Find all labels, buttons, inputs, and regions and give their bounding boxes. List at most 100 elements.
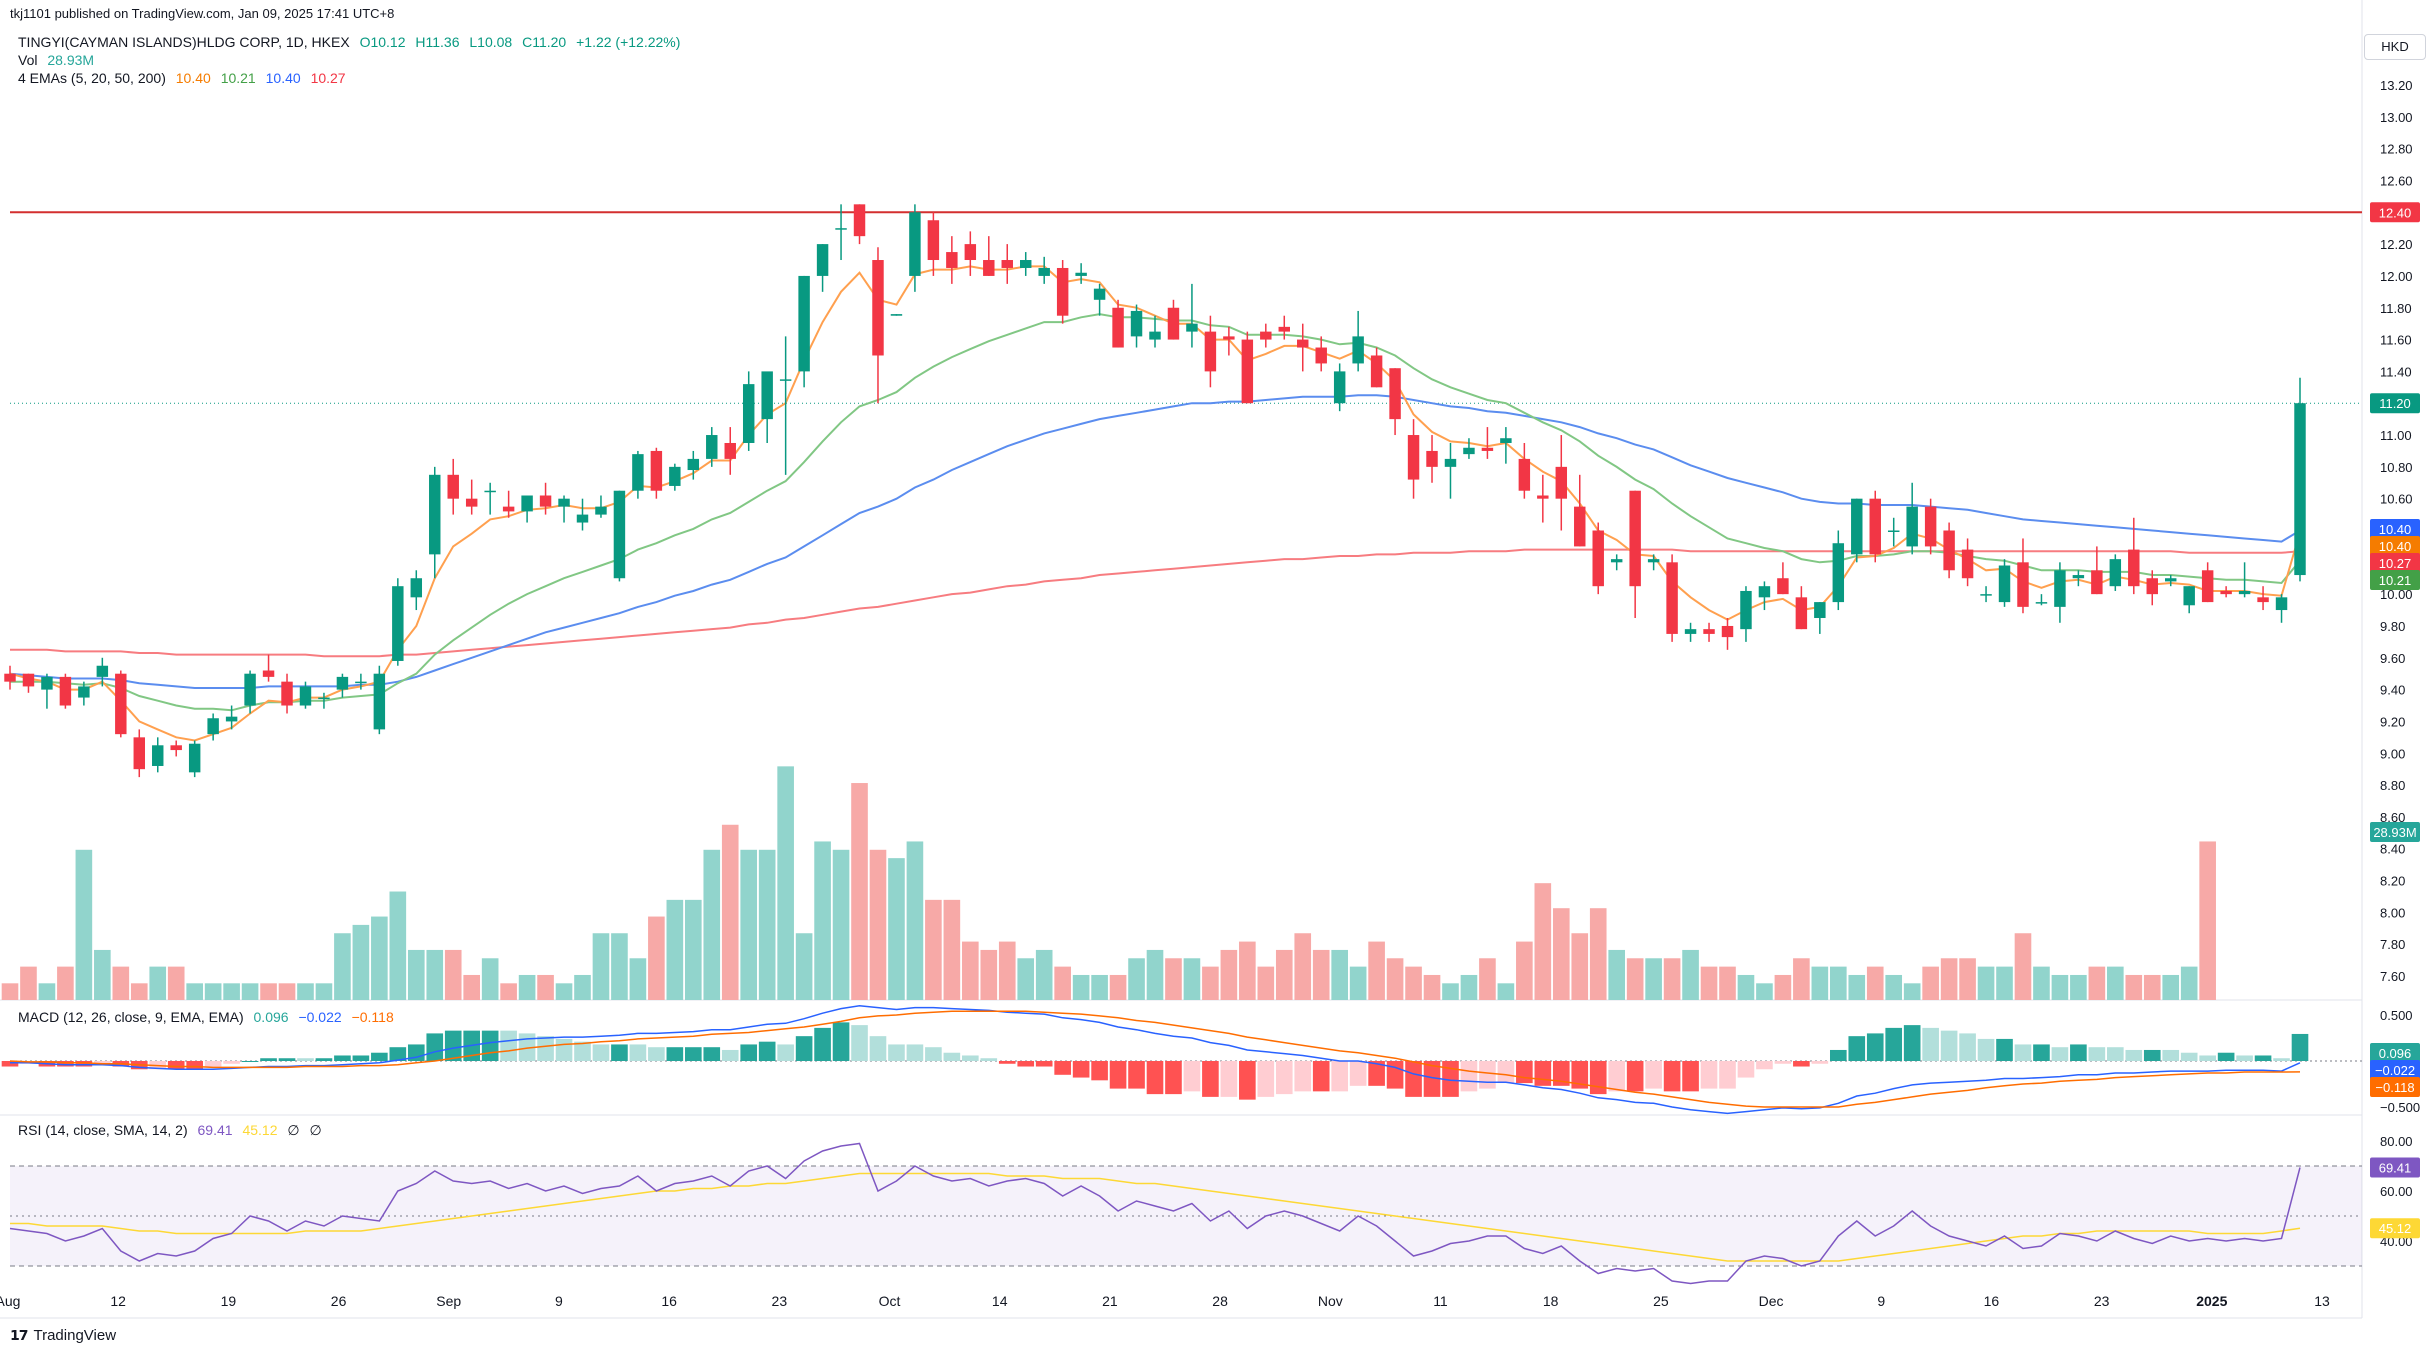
volume-bar xyxy=(684,899,702,1000)
candle-body xyxy=(502,506,515,512)
price-axis-tick: 11.00 xyxy=(2380,428,2412,443)
candle-body xyxy=(872,260,884,356)
volume-bar xyxy=(278,983,296,1000)
time-axis-tick: Sep xyxy=(436,1293,461,1309)
candle-body xyxy=(650,450,663,491)
price-axis-tick: 12.20 xyxy=(2380,237,2413,252)
price-axis-tick: 9.20 xyxy=(2380,714,2405,729)
rsi-value: 69.41 xyxy=(197,1122,233,1138)
candle-body xyxy=(1758,586,1771,598)
macd-histogram-bar xyxy=(2033,1044,2050,1061)
candle-body xyxy=(170,745,182,751)
macd-histogram-bar xyxy=(1220,1061,1238,1097)
macd-histogram-bar xyxy=(1442,1061,1459,1097)
rsi-ma-value: 45.12 xyxy=(242,1122,278,1138)
volume-bar xyxy=(204,983,222,1000)
macd-histogram-bar xyxy=(94,1061,111,1064)
volume-bar xyxy=(721,824,739,1000)
candle-body xyxy=(1814,602,1826,619)
volume-bar xyxy=(1386,958,1404,1000)
macd-histogram-bar xyxy=(1294,1061,1312,1092)
macd-histogram-bar xyxy=(537,1036,554,1061)
volume-bar xyxy=(2051,974,2069,1000)
symbol-name[interactable]: TINGYI(CAYMAN ISLANDS)HLDG CORP, 1D, HKE… xyxy=(18,34,350,50)
rsi-empty-1: ∅ xyxy=(287,1122,300,1138)
macd-histogram-bar xyxy=(1774,1061,1792,1064)
price-tag-ema20-bg xyxy=(2370,570,2420,590)
candle-body xyxy=(1500,438,1512,443)
macd-histogram-bar xyxy=(1516,1061,1533,1084)
candle-body xyxy=(1426,450,1438,467)
candle-body xyxy=(613,490,626,579)
macd-tag-line: −0.022 xyxy=(2375,1063,2415,1078)
macd-histogram-bar xyxy=(1460,1061,1478,1092)
legend-volume: Vol 28.93M xyxy=(18,52,100,68)
price-tag-ema200: 10.27 xyxy=(2379,556,2412,571)
vol-label[interactable]: Vol xyxy=(18,52,38,68)
macd-histogram-bar xyxy=(777,1044,794,1061)
macd-histogram-bar xyxy=(2291,1033,2309,1061)
rsi-axis-tick: 80.00 xyxy=(2380,1134,2413,1149)
macd-histogram-bar xyxy=(1940,1030,1958,1061)
tradingview-footer[interactable]: 𝟭𝟳 TradingView xyxy=(10,1327,116,1344)
volume-bar xyxy=(463,974,481,1000)
macd-histogram-bar xyxy=(278,1058,296,1061)
macd-histogram-bar xyxy=(869,1036,887,1061)
volume-bar xyxy=(186,983,203,1000)
volume-bar xyxy=(315,983,333,1000)
macd-histogram-bar xyxy=(1534,1061,1552,1086)
time-axis-tick: 13 xyxy=(2314,1293,2330,1309)
volume-bar xyxy=(112,966,130,1000)
volume-bar xyxy=(795,933,813,1000)
macd-histogram-bar xyxy=(574,1041,591,1061)
candle-body xyxy=(1832,543,1845,603)
candle-body xyxy=(539,495,552,507)
macd-histogram-bar xyxy=(1,1061,19,1067)
price-axis-tick: 10.60 xyxy=(2380,492,2413,507)
macd-histogram-bar xyxy=(1552,1061,1570,1086)
volume-bar xyxy=(57,966,74,1000)
ohlc-open: O10.12 xyxy=(359,34,406,50)
ohlc-close: C11.20 xyxy=(522,34,567,50)
rsi-axis-tick: 60.00 xyxy=(2380,1184,2413,1199)
macd-histogram-bar xyxy=(1054,1061,1071,1075)
volume-bar xyxy=(1940,958,1958,1000)
volume-bar xyxy=(1996,966,2013,1000)
volume-bar xyxy=(297,983,314,1000)
macd-histogram-bar xyxy=(2070,1044,2087,1061)
macd-tag-hist: 0.096 xyxy=(2379,1046,2412,1061)
rsi-tag-value: 69.41 xyxy=(2379,1160,2412,1175)
macd-label[interactable]: MACD (12, 26, close, 9, EMA, EMA) xyxy=(18,1009,244,1025)
candle-body xyxy=(1093,288,1106,300)
volume-bar xyxy=(1183,958,1201,1000)
candle-body xyxy=(152,745,164,766)
volume-bar xyxy=(1405,966,1422,1000)
price-axis-tick: 11.80 xyxy=(2380,301,2412,316)
candle-body xyxy=(1610,559,1623,563)
ema-label[interactable]: 4 EMAs (5, 20, 50, 200) xyxy=(18,70,166,86)
price-axis-tick: 8.40 xyxy=(2380,842,2405,857)
volume-bar xyxy=(1626,958,1644,1000)
candle-body xyxy=(576,514,589,523)
macd-histogram-bar xyxy=(1959,1033,1976,1061)
price-axis-tick: 11.60 xyxy=(2380,333,2412,348)
macd-histogram-bar xyxy=(1811,1061,1829,1064)
rsi-tag-value-bg xyxy=(2370,1157,2420,1178)
rsi-label[interactable]: RSI (14, close, SMA, 14, 2) xyxy=(18,1122,188,1138)
candle-body xyxy=(779,379,792,381)
time-axis-tick: Nov xyxy=(1318,1293,1343,1309)
volume-bar xyxy=(407,949,425,1000)
candle-body xyxy=(1075,272,1087,276)
volume-bar xyxy=(223,983,240,1000)
volume-bar xyxy=(1072,974,1090,1000)
volume-bar xyxy=(1220,949,1238,1000)
volume-bar xyxy=(1257,966,1275,1000)
candle-body xyxy=(1149,331,1161,340)
volume-bar xyxy=(1,983,19,1000)
time-axis-tick: 21 xyxy=(1102,1293,1118,1309)
currency-label[interactable]: HKD xyxy=(2364,34,2426,60)
volume-bar xyxy=(1774,974,1792,1000)
time-axis-tick: 26 xyxy=(331,1293,347,1309)
macd-histogram-bar xyxy=(703,1047,721,1061)
